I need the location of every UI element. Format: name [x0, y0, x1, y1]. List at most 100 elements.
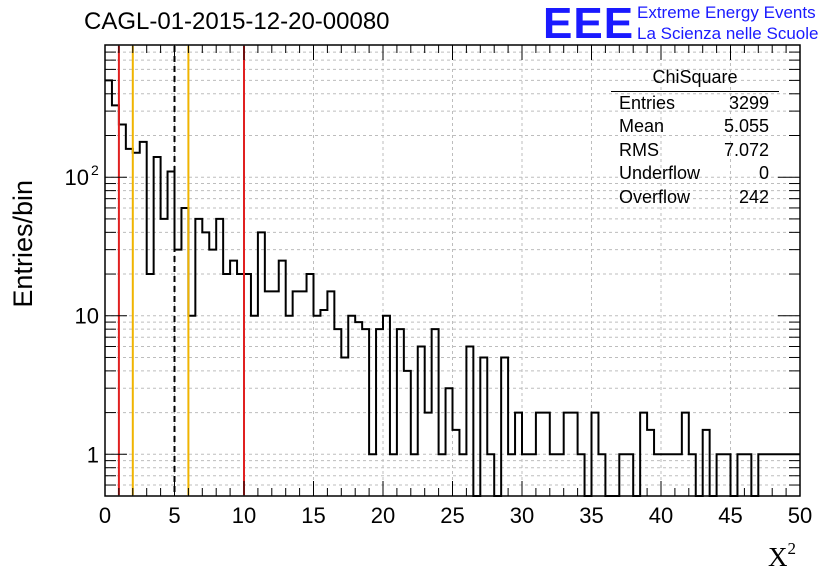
stats-row: Underflow 0 — [611, 162, 779, 185]
histogram-bin — [376, 329, 383, 496]
stats-label: Overflow — [619, 186, 691, 207]
x-tick-label: 20 — [371, 503, 395, 528]
histogram-bin — [320, 310, 327, 496]
x-tick-label: 5 — [168, 503, 180, 528]
stats-label: RMS — [619, 139, 659, 160]
histogram-bin — [772, 454, 779, 496]
y-tick-label: 10 — [75, 304, 99, 329]
histogram-bin — [647, 430, 654, 496]
x-tick-label: 50 — [788, 503, 812, 528]
histogram-bin — [188, 316, 195, 496]
axis-ticks — [104, 44, 801, 497]
y-axis-label: Entries/bin — [8, 180, 38, 308]
histogram-bin — [237, 274, 244, 496]
histogram-bin — [439, 454, 446, 496]
plot-title: CAGL-01-2015-12-20-00080 — [84, 8, 390, 35]
stats-row: Mean 5.055 — [611, 115, 779, 138]
histogram-bin — [230, 261, 237, 496]
y-tick-label: 1 — [87, 442, 99, 467]
stats-label: Entries — [619, 93, 676, 113]
histogram-bin — [140, 142, 147, 496]
x-tick-label: 30 — [510, 503, 534, 528]
histogram-bin — [119, 125, 126, 496]
stats-row: RMS 7.072 — [611, 139, 779, 162]
histogram-bin — [536, 413, 543, 496]
x-tick-label: 0 — [99, 503, 111, 528]
histogram-bin — [341, 357, 348, 496]
histogram-bin — [675, 454, 682, 496]
histogram-bin — [578, 454, 585, 496]
stats-label: Mean — [619, 116, 665, 137]
histogram-bin — [355, 322, 362, 496]
histogram-bins — [105, 79, 800, 497]
x-axis-label-base: X — [768, 542, 788, 572]
histogram-bin — [112, 105, 119, 496]
histogram-bin — [682, 413, 689, 496]
stats-label: Underflow — [619, 163, 701, 184]
histogram-bin — [307, 274, 314, 496]
histogram-bin — [362, 329, 369, 496]
histogram-bin — [480, 357, 487, 496]
histogram-bin — [459, 454, 466, 496]
stats-value: 3299 — [728, 93, 769, 113]
histogram-bin — [105, 80, 112, 496]
histogram-bin — [626, 454, 633, 496]
histogram-bin — [765, 454, 772, 496]
histogram-bin — [557, 454, 564, 496]
histogram-bin — [550, 454, 557, 496]
stats-row: Overflow 242 — [611, 186, 779, 209]
logo-line-1: Extreme Energy Events — [637, 3, 816, 22]
histogram-bin — [640, 413, 647, 496]
histogram-bin — [300, 291, 307, 496]
histogram-bin — [314, 316, 321, 496]
x-tick-label: 45 — [718, 503, 742, 528]
stats-value: 7.072 — [723, 139, 769, 160]
histogram-bin — [668, 454, 675, 496]
x-tick-label: 35 — [579, 503, 603, 528]
histogram-bin — [244, 274, 251, 496]
histogram-bin — [466, 346, 473, 496]
histogram-bin — [258, 232, 265, 496]
x-tick-label: 15 — [301, 503, 325, 528]
logo-line-2: La Scienza nelle Scuole — [637, 24, 819, 43]
histogram-bin — [689, 454, 696, 496]
histogram-bin — [508, 454, 515, 496]
histogram-bin — [522, 454, 529, 496]
histogram-bin — [418, 346, 425, 496]
histogram-bin — [717, 454, 724, 496]
histogram-bin — [703, 430, 710, 496]
histogram-bin — [564, 413, 571, 496]
vertical-cut-lines — [117, 46, 245, 495]
histogram-bin — [154, 157, 161, 496]
histogram-bin — [369, 454, 376, 496]
histogram-bin — [161, 219, 168, 496]
histogram-bin — [133, 153, 140, 496]
histogram-bin — [334, 329, 341, 496]
histogram-bin — [168, 171, 175, 496]
histogram-bin — [543, 413, 550, 496]
histogram-bin — [571, 413, 578, 496]
histogram-bin — [737, 454, 744, 496]
histogram-bin — [411, 454, 418, 496]
histogram-bin — [487, 454, 494, 496]
histogram-bin — [202, 232, 209, 496]
histogram-bin — [453, 430, 460, 496]
histogram-bin — [661, 454, 668, 496]
histogram-bin — [383, 316, 390, 496]
histogram-bin — [126, 149, 133, 496]
histogram-bin — [724, 454, 731, 496]
histogram-bin — [181, 208, 188, 496]
histogram-bin — [397, 329, 404, 496]
histogram-bin — [286, 316, 293, 496]
histogram-bin — [216, 219, 223, 496]
x-tick-label: 25 — [440, 503, 464, 528]
histogram-bin — [592, 413, 599, 496]
histogram-bin — [390, 454, 397, 496]
histogram-bin — [501, 357, 508, 496]
histogram-bin — [175, 250, 182, 496]
x-tick-labels: 0 5 10 15 20 25 30 35 40 45 50 — [99, 503, 812, 528]
histogram-bin — [272, 291, 279, 496]
histogram-bin — [529, 454, 536, 496]
histogram-bin — [758, 454, 765, 496]
histogram-bin — [744, 454, 751, 496]
